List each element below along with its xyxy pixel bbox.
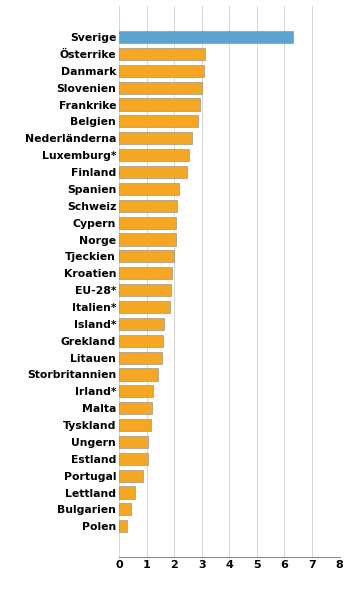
Bar <box>119 385 153 397</box>
Bar <box>119 216 176 229</box>
Bar <box>119 82 202 94</box>
Bar <box>119 452 148 465</box>
Bar <box>119 65 204 77</box>
Bar <box>119 368 158 381</box>
Bar <box>119 503 131 515</box>
Bar <box>119 250 174 263</box>
Bar <box>119 318 164 330</box>
Bar <box>119 234 175 246</box>
Bar <box>119 402 152 415</box>
Bar <box>119 166 187 178</box>
Bar <box>119 419 151 431</box>
Bar <box>119 98 200 111</box>
Bar <box>119 267 172 279</box>
Bar <box>119 132 192 144</box>
Bar <box>119 301 170 313</box>
Bar <box>119 183 179 195</box>
Bar <box>119 48 205 60</box>
Bar <box>119 284 172 296</box>
Bar <box>119 520 127 533</box>
Bar <box>119 116 197 127</box>
Bar <box>119 149 189 161</box>
Bar <box>119 436 148 448</box>
Bar <box>119 486 135 499</box>
Bar <box>119 470 143 482</box>
Bar <box>119 352 162 364</box>
Bar <box>119 334 162 347</box>
Bar <box>119 200 177 212</box>
Bar <box>119 31 293 43</box>
